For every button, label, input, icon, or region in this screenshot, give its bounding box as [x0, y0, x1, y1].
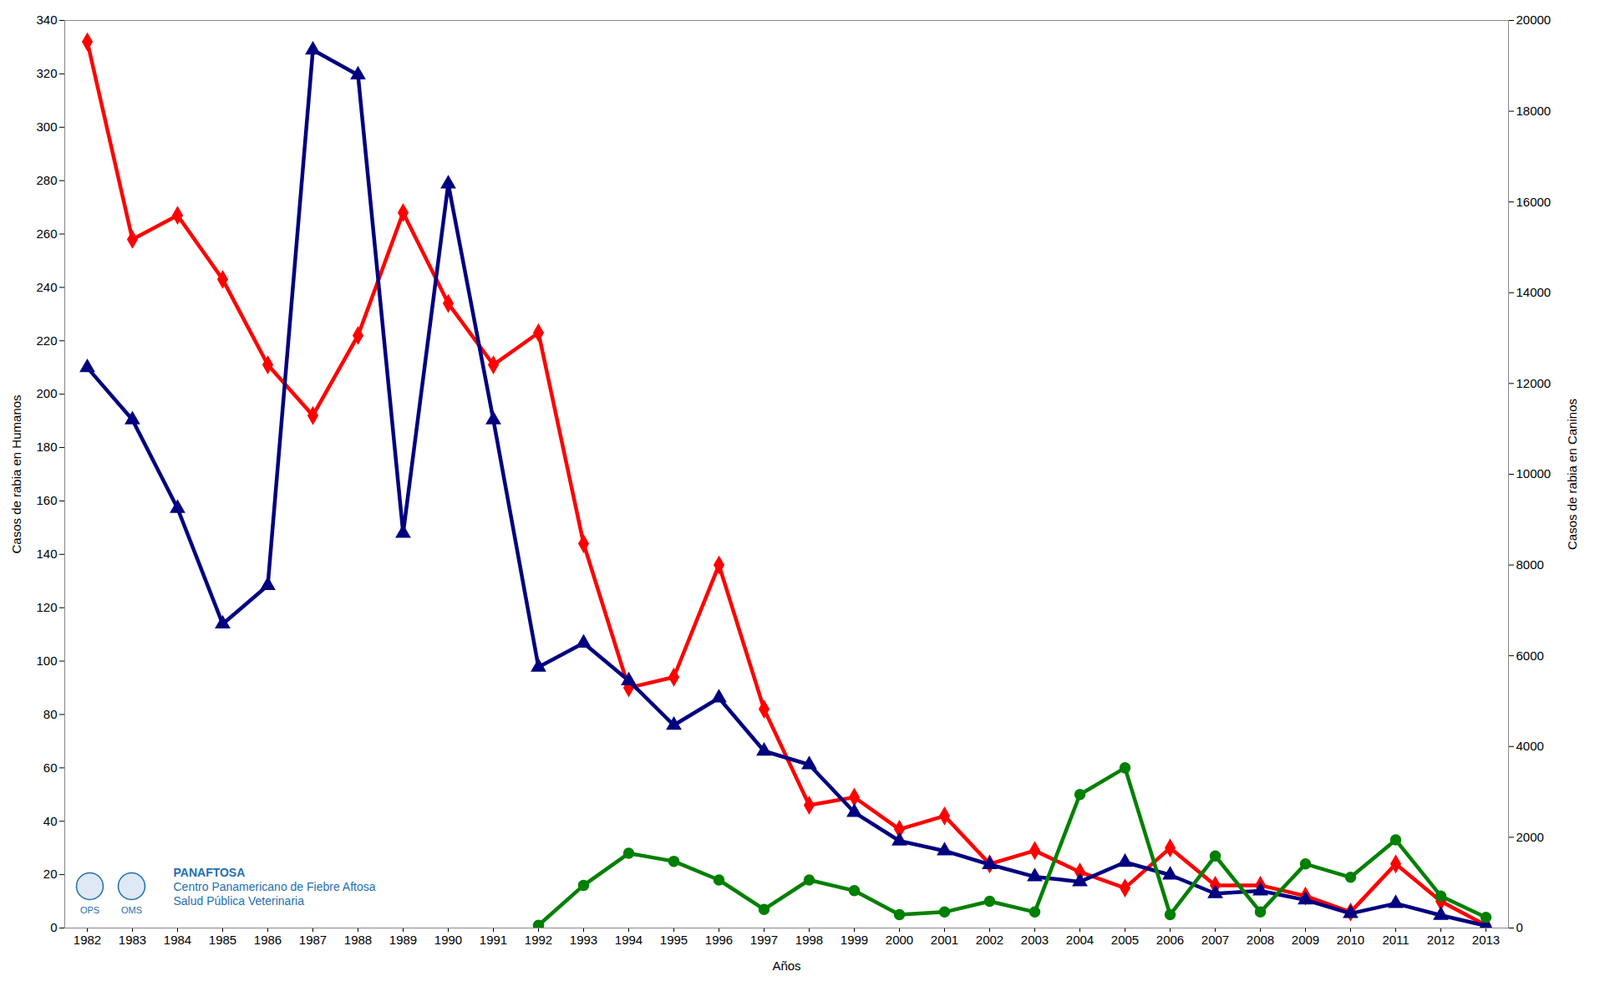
svg-text:OMS: OMS — [121, 904, 143, 915]
svg-text:2003: 2003 — [1020, 932, 1049, 947]
svg-text:0: 0 — [1516, 919, 1524, 935]
svg-text:Casos de rabia en Caninos: Casos de rabia en Caninos — [1564, 398, 1580, 550]
svg-text:4000: 4000 — [1516, 738, 1545, 753]
svg-text:8000: 8000 — [1516, 557, 1545, 572]
svg-text:2005: 2005 — [1111, 932, 1139, 947]
svg-text:20: 20 — [43, 866, 58, 881]
svg-text:1995: 1995 — [660, 932, 688, 947]
svg-text:Salud Pública Veterinaria: Salud Pública Veterinaria — [173, 893, 305, 908]
svg-text:1993: 1993 — [569, 932, 598, 947]
svg-text:260: 260 — [35, 226, 57, 241]
svg-text:2004: 2004 — [1066, 932, 1094, 947]
svg-text:1988: 1988 — [344, 932, 372, 947]
svg-text:80: 80 — [43, 706, 58, 722]
svg-text:Casos de rabia en Humanos: Casos de rabia en Humanos — [9, 394, 24, 554]
svg-text:1999: 1999 — [840, 932, 869, 947]
svg-text:1983: 1983 — [118, 932, 147, 947]
svg-text:280: 280 — [35, 172, 57, 188]
svg-text:1991: 1991 — [479, 932, 508, 947]
svg-text:1996: 1996 — [705, 932, 733, 947]
svg-text:1994: 1994 — [614, 932, 643, 947]
svg-text:140: 140 — [35, 546, 57, 561]
svg-text:240: 240 — [35, 279, 57, 295]
svg-text:1984: 1984 — [163, 932, 192, 947]
svg-text:2011: 2011 — [1381, 932, 1409, 947]
svg-text:18000: 18000 — [1516, 103, 1552, 118]
svg-text:6000: 6000 — [1516, 648, 1545, 663]
svg-text:10000: 10000 — [1516, 466, 1552, 481]
svg-text:320: 320 — [35, 66, 57, 81]
svg-text:2000: 2000 — [885, 932, 914, 947]
svg-text:40: 40 — [43, 813, 58, 828]
svg-text:2007: 2007 — [1201, 932, 1230, 947]
svg-text:2012: 2012 — [1427, 932, 1455, 947]
svg-text:1997: 1997 — [750, 932, 778, 947]
svg-text:Años: Años — [772, 958, 801, 973]
svg-text:1998: 1998 — [795, 932, 823, 947]
svg-text:160: 160 — [35, 492, 57, 508]
svg-text:2002: 2002 — [975, 932, 1004, 947]
svg-text:1987: 1987 — [299, 932, 327, 947]
svg-text:1989: 1989 — [389, 932, 417, 947]
svg-text:20000: 20000 — [1516, 12, 1552, 27]
svg-text:2001: 2001 — [930, 932, 959, 947]
svg-text:1992: 1992 — [524, 932, 553, 947]
svg-text:1985: 1985 — [208, 932, 237, 947]
svg-text:PANAFTOSA: PANAFTOSA — [173, 865, 246, 879]
svg-text:120: 120 — [35, 599, 57, 615]
svg-text:2009: 2009 — [1291, 932, 1320, 947]
svg-text:1982: 1982 — [73, 932, 102, 947]
svg-text:1990: 1990 — [434, 932, 463, 947]
svg-text:220: 220 — [35, 333, 57, 348]
svg-text:2010: 2010 — [1336, 932, 1365, 947]
svg-text:1986: 1986 — [253, 932, 282, 947]
svg-text:300: 300 — [35, 119, 57, 134]
svg-text:12000: 12000 — [1516, 375, 1552, 391]
svg-text:340: 340 — [35, 12, 57, 27]
svg-text:2008: 2008 — [1246, 932, 1275, 947]
svg-text:Centro Panamericano de Fiebre: Centro Panamericano de Fiebre Aftosa — [173, 879, 376, 894]
svg-text:2006: 2006 — [1156, 932, 1184, 947]
svg-text:180: 180 — [35, 439, 57, 454]
svg-text:2013: 2013 — [1472, 932, 1500, 947]
svg-text:OPS: OPS — [80, 904, 100, 915]
svg-text:60: 60 — [43, 760, 58, 775]
svg-text:200: 200 — [35, 386, 57, 401]
svg-text:100: 100 — [35, 653, 57, 668]
svg-text:16000: 16000 — [1516, 194, 1552, 209]
svg-text:0: 0 — [50, 919, 57, 935]
svg-text:14000: 14000 — [1516, 284, 1552, 300]
svg-text:2000: 2000 — [1516, 829, 1545, 844]
